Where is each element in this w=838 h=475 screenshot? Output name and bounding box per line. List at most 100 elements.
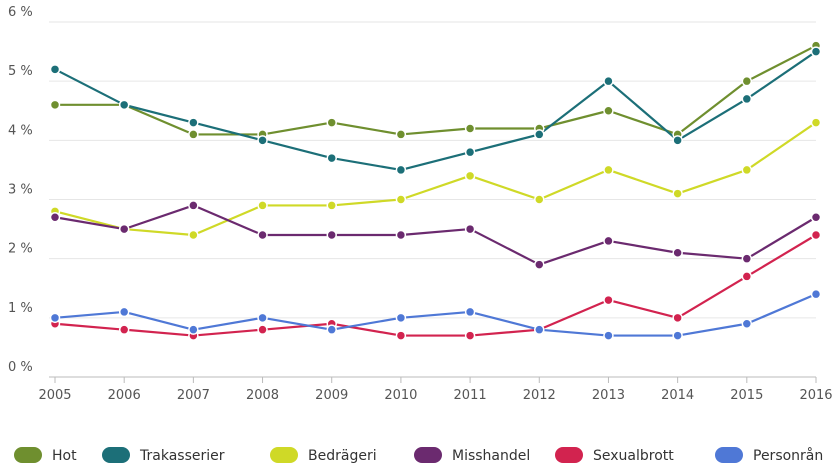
legend-item-hot[interactable]: Hot <box>14 447 77 464</box>
y-tick-label: 6 % <box>8 5 33 20</box>
data-point-misshandel[interactable] <box>395 229 407 241</box>
legend-swatch <box>414 447 442 463</box>
data-point-trakasserier[interactable] <box>603 75 614 87</box>
data-point-hot[interactable] <box>603 105 614 116</box>
data-point-misshandel[interactable] <box>810 212 822 223</box>
legend-item-sexualbrott[interactable]: Sexualbrott <box>555 447 674 464</box>
data-point-sexualbrott[interactable] <box>603 294 614 306</box>
data-point-sexualbrott[interactable] <box>464 330 476 341</box>
x-tick-label: 2009 <box>315 388 348 403</box>
data-point-personrån[interactable] <box>810 288 822 300</box>
data-point-trakasserier[interactable] <box>257 135 268 146</box>
data-point-hot[interactable] <box>188 129 199 140</box>
data-point-trakasserier[interactable] <box>118 99 130 111</box>
data-point-trakasserier[interactable] <box>326 152 337 164</box>
data-point-misshandel[interactable] <box>49 212 61 223</box>
data-point-trakasserier[interactable] <box>395 164 407 176</box>
data-point-bedrägeri[interactable] <box>464 170 476 182</box>
data-point-misshandel[interactable] <box>326 229 337 241</box>
data-point-trakasserier[interactable] <box>188 117 199 128</box>
data-point-misshandel[interactable] <box>464 223 476 235</box>
data-point-misshandel[interactable] <box>534 259 545 270</box>
series-line-sexualbrott <box>54 234 817 337</box>
x-tick-label: 2015 <box>730 388 763 403</box>
data-point-sexualbrott[interactable] <box>257 324 268 335</box>
legend-swatch <box>14 447 42 463</box>
legend[interactable]: Hot Trakasserier Bedrägeri Misshandel Sexual… <box>14 447 823 464</box>
data-point-personrån[interactable] <box>464 306 476 318</box>
data-point-sexualbrott[interactable] <box>810 229 822 241</box>
gridlines <box>49 21 816 378</box>
series-line-personrån <box>54 293 817 337</box>
data-point-hot[interactable] <box>464 123 476 134</box>
data-point-sexualbrott[interactable] <box>395 330 407 341</box>
data-point-personrån[interactable] <box>395 312 407 324</box>
data-point-sexualbrott[interactable] <box>118 324 130 335</box>
data-point-bedrägeri[interactable] <box>326 200 337 211</box>
data-point-hot[interactable] <box>49 99 61 111</box>
data-point-trakasserier[interactable] <box>672 135 683 146</box>
data-point-trakasserier[interactable] <box>534 129 545 140</box>
data-point-misshandel[interactable] <box>188 200 199 211</box>
data-point-hot[interactable] <box>741 75 753 87</box>
legend-item-misshandel[interactable]: Misshandel <box>414 447 530 464</box>
data-point-trakasserier[interactable] <box>810 46 822 57</box>
x-tick-label: 2008 <box>246 388 279 403</box>
data-point-personrån[interactable] <box>672 330 683 341</box>
axes: 0 % 1 % 2 % 3 % 4 % 5 % 6 % 2005 2006 2007 2008 200… <box>8 5 833 403</box>
series-line-misshandel <box>54 204 817 266</box>
data-point-personrån[interactable] <box>49 312 61 324</box>
x-tick-label: 2007 <box>177 388 210 403</box>
data-point-personrån[interactable] <box>188 324 199 335</box>
data-point-bedrägeri[interactable] <box>395 194 407 205</box>
data-point-personrån[interactable] <box>326 324 337 335</box>
y-tick-label: 4 % <box>8 123 33 138</box>
data-point-bedrägeri[interactable] <box>672 188 683 199</box>
x-tick-label: 2014 <box>661 388 694 403</box>
data-points <box>49 40 822 341</box>
series-line-trakasserier <box>54 50 817 172</box>
legend-swatch <box>715 447 743 463</box>
data-point-bedrägeri[interactable] <box>188 229 199 241</box>
data-point-personrån[interactable] <box>118 306 130 318</box>
data-point-personrån[interactable] <box>603 330 614 341</box>
data-point-hot[interactable] <box>395 129 407 140</box>
x-tick-label: 2005 <box>38 388 71 403</box>
data-point-misshandel[interactable] <box>741 253 753 264</box>
x-tick-label: 2012 <box>523 388 556 403</box>
data-point-personrån[interactable] <box>257 312 268 324</box>
data-point-trakasserier[interactable] <box>741 93 753 105</box>
data-point-bedrägeri[interactable] <box>603 164 614 176</box>
data-point-misshandel[interactable] <box>118 223 130 235</box>
data-point-misshandel[interactable] <box>672 247 683 258</box>
y-tick-label: 0 % <box>8 360 33 375</box>
data-point-sexualbrott[interactable] <box>741 271 753 282</box>
series-line-bedrägeri <box>54 121 817 237</box>
y-tick-label: 3 % <box>8 183 33 198</box>
data-point-bedrägeri[interactable] <box>741 164 753 176</box>
legend-item-personrån[interactable]: Personrån <box>715 447 823 464</box>
y-tick-label: 5 % <box>8 64 33 79</box>
data-point-trakasserier[interactable] <box>464 146 476 158</box>
series-line-hot <box>55 44 817 136</box>
data-point-bedrägeri[interactable] <box>257 200 268 211</box>
legend-swatch <box>270 447 298 463</box>
x-tick-label: 2016 <box>799 388 832 403</box>
legend-label: Misshandel <box>452 448 530 464</box>
data-point-misshandel[interactable] <box>257 229 268 241</box>
data-point-misshandel[interactable] <box>603 235 614 247</box>
legend-label: Trakasserier <box>139 448 225 464</box>
legend-label: Hot <box>52 448 77 464</box>
data-point-bedrägeri[interactable] <box>534 194 545 205</box>
data-point-bedrägeri[interactable] <box>810 117 822 128</box>
data-point-sexualbrott[interactable] <box>672 312 683 324</box>
legend-item-trakasserier[interactable]: Trakasserier <box>102 447 225 464</box>
data-point-hot[interactable] <box>326 117 337 128</box>
data-point-personrån[interactable] <box>741 318 753 329</box>
legend-swatch <box>555 447 583 463</box>
data-point-personrån[interactable] <box>534 324 545 335</box>
legend-label: Personrån <box>753 447 823 464</box>
data-point-trakasserier[interactable] <box>49 64 61 75</box>
legend-item-bedrägeri[interactable]: Bedrägeri <box>270 447 377 464</box>
